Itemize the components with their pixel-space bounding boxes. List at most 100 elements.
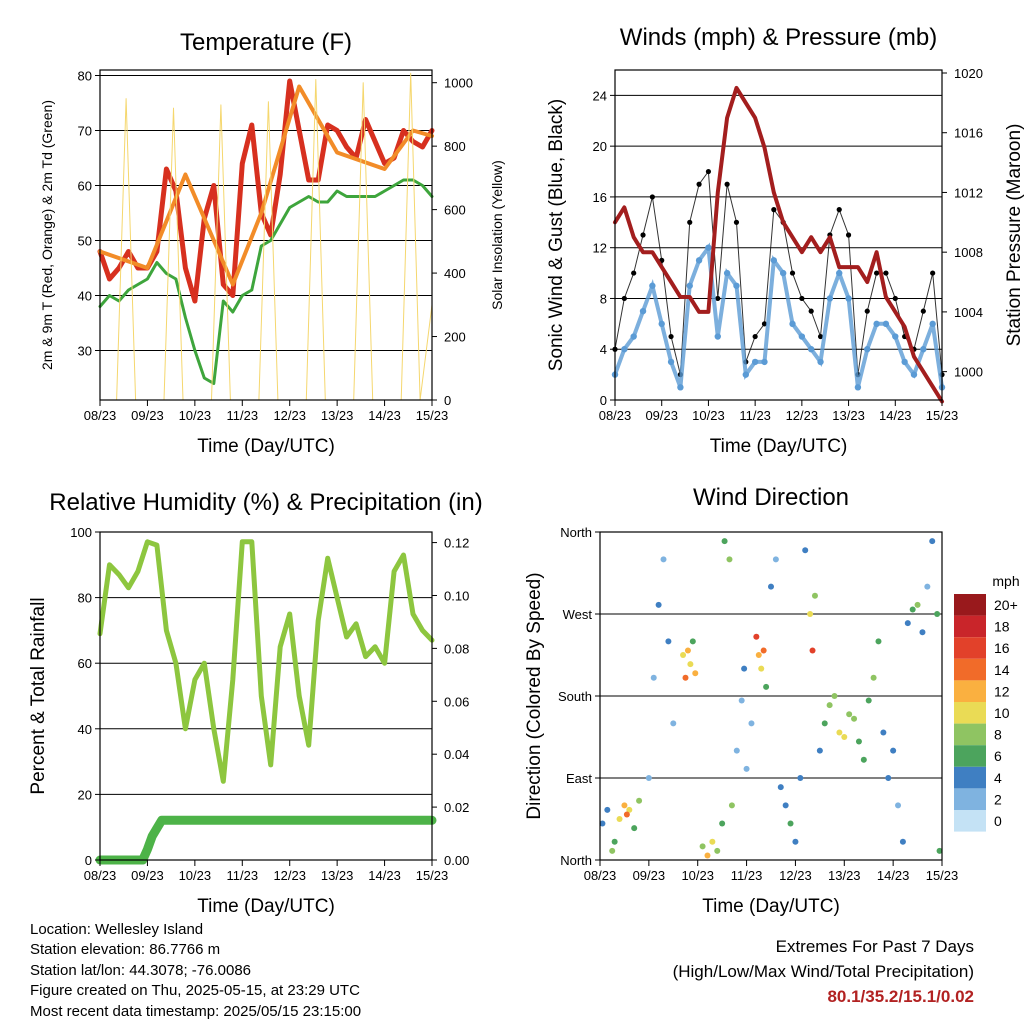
panel2-ytick-label: 0 [600,393,607,408]
colorbar-label: 16 [994,640,1010,656]
panel1-frame [99,69,433,401]
panel1-ytick-label: 70 [78,124,92,139]
panel1-ytick-label: 30 [78,344,92,359]
panel4-direction-point [797,775,804,781]
panel1-ytick-label: 40 [78,289,92,304]
panel2-xlabel: Time (Day/UTC) [710,436,848,457]
colorbar-label: 4 [994,770,1002,786]
panel4-direction-point [860,756,867,763]
panel3-ytick-label: 40 [78,722,92,737]
panel1-ytick-label: 50 [78,234,92,249]
panel4-xtick-label: 15/23 [926,868,959,883]
panel4-direction-point [650,674,657,681]
panel4-direction-point [687,661,694,668]
panel3-ytick-label: 60 [78,656,92,671]
panel4-direction-point [704,852,711,859]
panel4-direction-point [611,838,618,845]
panel4-direction-point [623,811,630,818]
panel2-ytick-label: 4 [600,342,607,357]
panel4-direction-point [855,738,862,745]
panel3-ytick-label: 100 [70,525,92,540]
panel4-direction-point [890,747,897,754]
panel2-y2tick-label: 1012 [954,185,983,200]
panel2-ytick-label: 20 [593,139,607,154]
panel4-direction-point [836,729,843,736]
panel1-xtick-label: 13/23 [321,408,354,423]
panel2-series-gust [614,170,943,375]
panel3-ytick-label: 20 [78,787,92,802]
panel3-series-total-rainfall [95,815,437,865]
panel4-ytick-label: North [560,525,592,540]
panel4-direction-point [909,606,916,613]
panel2-y2tick-label: 1008 [954,245,983,260]
colorbar-title: mph [992,573,1019,589]
panel4-xlabel: Time (Day/UTC) [702,896,840,917]
panel4-direction-point [631,825,638,832]
panel1-xtick-label: 12/23 [273,408,306,423]
panel4-direction-point [741,665,748,672]
panel3-frame [99,531,433,861]
station-info: Location: Wellesley Island Station eleva… [30,920,361,1022]
panel3-xlabel: Time (Day/UTC) [197,896,335,917]
panel4-direction-point [841,734,848,740]
panel4-direction-point [760,647,767,654]
panel1-y2label: Solar Insolation (Yellow) [489,160,505,310]
panel1-ytick-label: 60 [78,179,92,194]
panel4-direction-point [604,806,611,813]
colorbar-swatch [954,788,986,810]
panel4-direction-point [880,729,887,736]
colorbar-label: 12 [994,683,1010,699]
panel3-xtick-label: 09/23 [131,868,164,883]
panel4-ytick-label: West [563,607,593,622]
panel4-direction-point [655,601,662,608]
panel3-y2tick-label: 0.10 [444,588,469,603]
panel2-ytick-label: 16 [593,190,607,205]
colorbar-label: 10 [994,705,1010,721]
panel4-direction-point [692,670,699,677]
panel4-direction-point [846,711,853,718]
panel3-y2tick-label: 0.04 [444,747,469,762]
colorbar-swatch [954,594,986,616]
panel2-ylabel: Sonic Wind & Gust (Blue, Black) [546,99,567,371]
panel4-direction-point [733,747,740,754]
panel4-direction-point [599,820,606,827]
panel4-direction-point [709,838,716,845]
panel4-direction-point [929,538,936,545]
panel4-direction-point [714,847,721,854]
extremes-subtitle: (High/Low/Max Wind/Total Precipitation) [672,962,974,981]
panel3-title: Relative Humidity (%) & Precipitation (i… [49,489,482,516]
panel2-y2tick-label: 1020 [954,66,983,81]
panel4-direction-point [811,592,818,599]
panel4-direction-point [660,556,667,563]
colorbar-swatch [954,745,986,767]
panel2-xtick-label: 10/23 [692,408,725,423]
panel2-y2label: Station Pressure (Maroon) [1004,124,1024,347]
panel4-direction-point [924,583,931,590]
panel2-y2tick-label: 1000 [954,365,983,380]
panel4-direction-point [763,683,770,690]
panel2-ytick-label: 8 [600,291,607,306]
panel4-direction-point [851,715,858,722]
panel4-direction-point [758,665,765,672]
panel3-xtick-label: 12/23 [273,868,306,883]
colorbar-swatch [954,766,986,789]
panel4-direction-point [885,775,892,781]
panel3-y2tick-label: 0.12 [444,536,469,551]
panel4-direction-point [748,720,755,727]
panel4-direction-point [616,816,623,822]
panel4-direction-point [626,806,633,813]
panel4-direction-point [807,611,814,617]
panel4-direction-point [934,611,941,617]
panel1-series-9m-t [98,84,434,287]
panel4-ytick-label: East [566,771,592,786]
panel1-y2tick-label: 200 [444,330,466,345]
panel1-series-2m-t [97,78,435,304]
panel4-direction-point [919,629,926,636]
colorbar-swatch [954,680,986,702]
station-elevation: Station elevation: 86.7766 m [30,941,221,959]
panel4-direction-point [865,697,872,704]
panel1-xtick-label: 08/23 [84,408,117,423]
panel2-xtick-label: 11/23 [739,408,771,423]
panel3-ylabel: Percent & Total Rainfall [28,597,49,794]
station-location: Location: Wellesley Island [30,921,204,938]
